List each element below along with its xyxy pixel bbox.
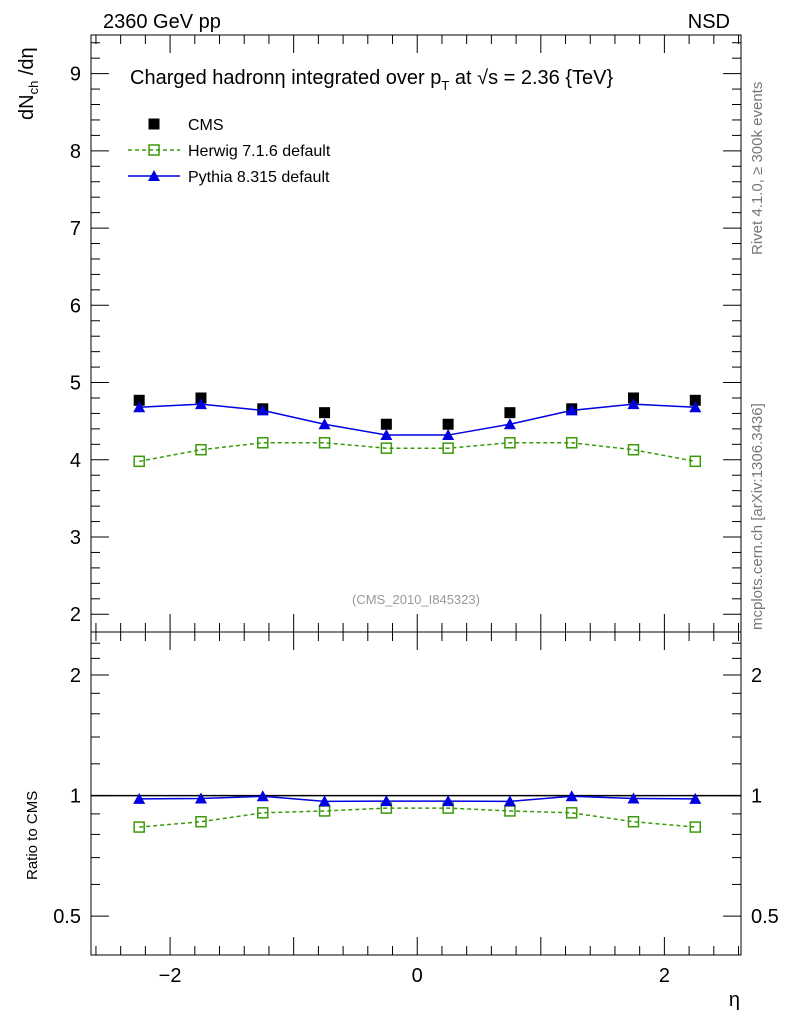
herwig-point	[380, 442, 393, 454]
cms-point	[627, 392, 639, 404]
herwig-point	[195, 443, 207, 456]
herwig-point	[442, 442, 454, 454]
title-part: s = 2.36 {TeV}	[488, 67, 613, 89]
y-tick-label: 6	[70, 295, 81, 317]
y-tick-label: 2	[70, 604, 81, 626]
ratio-y-tick-label-right: 0.5	[751, 906, 779, 928]
herwig-line	[139, 442, 696, 463]
pythia-ratio-point	[627, 792, 640, 804]
herwig-ratio-point	[565, 807, 578, 819]
header-right: NSD	[688, 11, 730, 33]
herwig-ratio-point	[627, 815, 640, 828]
ylabel-part: ch	[26, 81, 41, 95]
herwig-point	[504, 437, 516, 449]
herwig-ratio-line	[139, 807, 696, 828]
y-tick-label: 5	[70, 373, 81, 395]
ratio-y-tick-label-right: 2	[751, 665, 762, 687]
y-tick-label: 8	[70, 141, 81, 163]
cms-point	[504, 407, 516, 419]
pythia-point	[627, 398, 640, 410]
title-part: √	[477, 67, 488, 89]
x-axis-label: η	[729, 989, 740, 1011]
herwig-point	[565, 437, 578, 449]
y-tick-label: 7	[70, 218, 81, 240]
pythia-point	[133, 401, 146, 413]
herwig-ratio-point	[195, 815, 207, 828]
pythia-point	[503, 418, 516, 430]
pythia-line	[139, 403, 696, 436]
pythia-point	[256, 404, 269, 416]
title-part: at	[449, 67, 477, 89]
cms-point	[689, 394, 701, 406]
pythia-point	[318, 418, 331, 430]
herwig-ratio-point	[133, 821, 145, 833]
mcplots-label: mcplots.cern.ch [arXiv:1306.3436]	[749, 403, 766, 630]
analysis-id: (CMS_2010_I845323)	[352, 592, 480, 607]
x-tick-label: 2	[659, 965, 670, 987]
herwig-ratio-point	[257, 807, 269, 819]
chart-title: Charged hadronη integrated over pT at √s…	[130, 67, 613, 93]
pythia-ratio-line	[139, 795, 696, 803]
pythia-ratio-point	[565, 790, 578, 802]
cms-point	[319, 407, 331, 419]
pythia-ratio-point	[689, 792, 702, 804]
pythia-ratio-point	[256, 790, 269, 802]
legend-marker-cms	[148, 118, 160, 130]
ratio-y-tick-label: 2	[70, 665, 81, 687]
legend-marker-herwig	[148, 144, 160, 156]
ratio-y-label: Ratio to CMS	[24, 791, 41, 880]
x-tick-label: 0	[412, 965, 423, 987]
y-axis-label: dNch /dη	[16, 47, 41, 120]
legend-marker-pythia	[148, 170, 160, 181]
cms-point	[380, 418, 392, 430]
cms-point	[442, 418, 454, 430]
ratio-y-tick-label: 1	[70, 786, 81, 808]
ratio-frame	[90, 631, 742, 956]
herwig-point	[133, 455, 145, 468]
pythia-ratio-point	[380, 795, 393, 807]
pythia-ratio-point	[133, 792, 146, 804]
pythia-point	[565, 404, 578, 416]
herwig-point	[318, 437, 331, 449]
herwig-point	[627, 443, 640, 456]
pythia-point	[442, 429, 455, 441]
title-part: Charged hadronη integrated over p	[130, 67, 441, 89]
herwig-point	[257, 437, 269, 449]
herwig-ratio-point	[689, 821, 702, 833]
legend-label-herwig: Herwig 7.1.6 default	[188, 143, 331, 160]
legend-label-cms: CMS	[188, 117, 224, 134]
pythia-point	[194, 398, 207, 410]
y-tick-label: 4	[70, 450, 81, 472]
header-left: 2360 GeV pp	[103, 11, 221, 33]
title-part: T	[441, 78, 449, 93]
pythia-ratio-point	[194, 792, 207, 804]
legend-label-pythia: Pythia 8.315 default	[188, 169, 330, 186]
pythia-ratio-point	[442, 795, 455, 807]
pythia-ratio-point	[318, 795, 331, 807]
ylabel-part: dN	[16, 94, 38, 120]
pythia-ratio-point	[503, 795, 516, 807]
x-tick-label: −2	[159, 965, 182, 987]
pythia-point	[380, 429, 393, 441]
y-tick-label: 9	[70, 64, 81, 86]
ylabel-part: /dη	[16, 47, 38, 80]
herwig-point	[689, 455, 702, 468]
cms-point	[195, 392, 207, 404]
cms-point	[133, 394, 145, 406]
ratio-y-tick-label: 0.5	[53, 906, 81, 928]
pythia-point	[689, 401, 702, 413]
ratio-y-tick-label-right: 1	[751, 786, 762, 808]
rivet-label: Rivet 4.1.0, ≥ 300k events	[749, 82, 766, 255]
y-tick-label: 3	[70, 527, 81, 549]
